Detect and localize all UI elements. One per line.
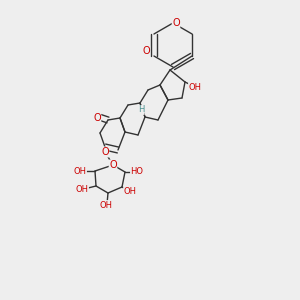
- Text: O: O: [172, 18, 180, 28]
- Text: O: O: [109, 160, 117, 170]
- Text: OH: OH: [188, 82, 202, 91]
- Text: HO: HO: [130, 167, 143, 176]
- Text: O: O: [101, 147, 109, 157]
- Text: OH: OH: [100, 200, 112, 209]
- Text: OH: OH: [124, 188, 136, 196]
- Text: O: O: [93, 113, 101, 123]
- Text: OH: OH: [76, 185, 88, 194]
- Text: OH: OH: [74, 167, 86, 176]
- Text: O: O: [142, 46, 150, 56]
- Text: H: H: [138, 106, 144, 115]
